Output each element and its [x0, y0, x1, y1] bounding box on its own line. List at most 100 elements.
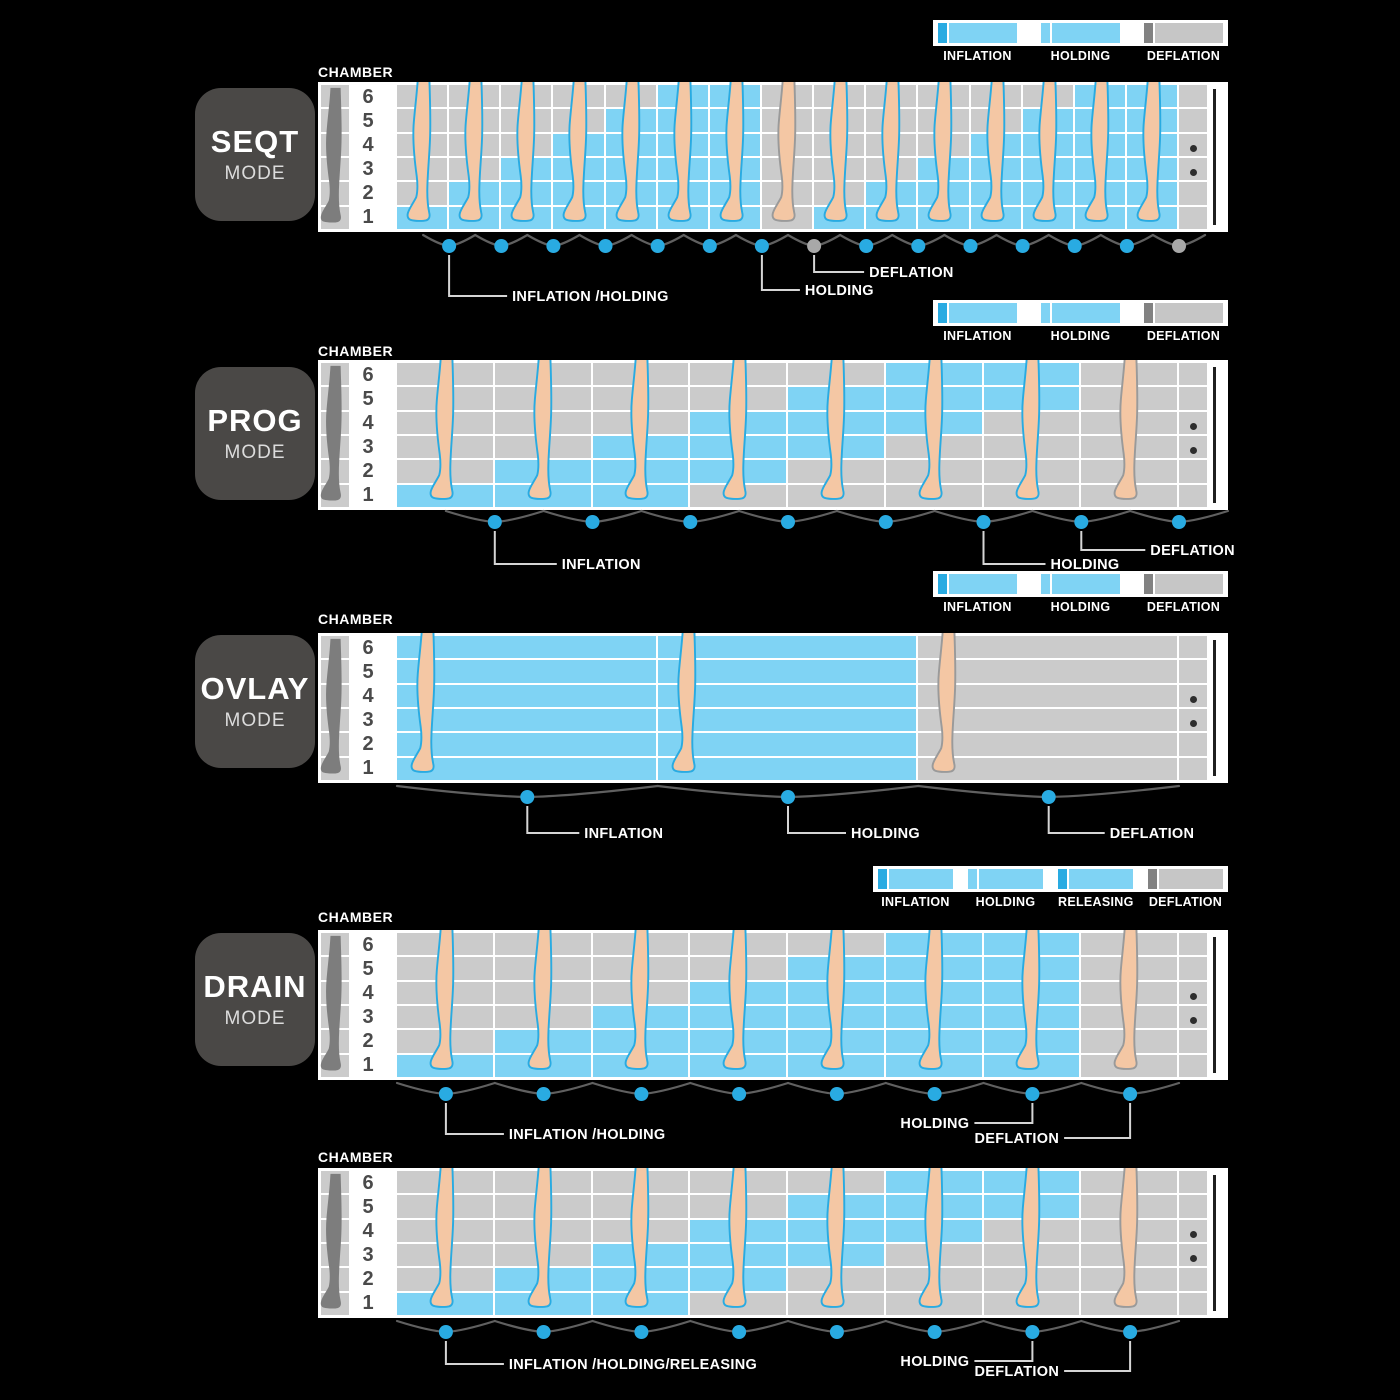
patient-leg-icon [1136, 82, 1162, 222]
legend-swatch-group [878, 869, 953, 889]
legend-thin-swatch [938, 303, 947, 323]
timeline-dot [859, 239, 874, 253]
patient-leg-icon [875, 82, 901, 222]
timeline-dot [911, 239, 926, 253]
legend-label: HOLDING [975, 895, 1036, 909]
chamber-number: 5 [362, 660, 374, 683]
continuation-cell [1179, 206, 1207, 229]
legend-label: INFLATION [943, 329, 1012, 343]
timeline-dot [702, 239, 717, 253]
legend-thin-swatch [1041, 23, 1050, 43]
continuation-cell [1179, 387, 1207, 410]
chamber-number: 4 [362, 133, 374, 156]
legend-thin-swatch [1041, 574, 1050, 594]
legend-wide-swatch [1155, 574, 1223, 594]
chamber-cell-empty [918, 733, 1178, 756]
patient-leg-icon [722, 930, 748, 1070]
timeline-dot [781, 515, 795, 529]
continuation-cell [1179, 981, 1207, 1004]
patient-leg-icon [1113, 1168, 1139, 1308]
chamber-number: 4 [362, 411, 374, 434]
continuation-cell [1179, 1054, 1207, 1077]
time-step-column [983, 930, 1080, 1077]
ellipsis-dot-icon [1190, 423, 1197, 431]
chamber-number: 6 [362, 85, 374, 108]
continuation-column [1179, 363, 1207, 507]
time-step-column [866, 82, 917, 229]
timeline-phase-label: INFLATION /HOLDING [512, 289, 669, 305]
timeline-dot [494, 239, 509, 253]
legend-swatch-group [1041, 23, 1120, 43]
patient-leg-icon [918, 930, 943, 1070]
timeline-2-0: INFLATION HOLDING DEFLATION [395, 784, 1194, 842]
timeline-phase-label: DEFLATION [1150, 543, 1235, 559]
phase-legend-standard: INFLATION HOLDING DEFLATION [933, 571, 1228, 614]
patient-leg-icon [563, 82, 588, 222]
right-pad [1216, 636, 1225, 780]
legend-wide-swatch [1069, 869, 1133, 889]
chamber-number: 5 [362, 1195, 374, 1218]
timeline-dot [1015, 239, 1030, 253]
legend-swatch-group [938, 574, 1017, 594]
time-step-column [690, 360, 786, 507]
timeline-label-connector [982, 531, 1046, 565]
patient-leg-icon [918, 1168, 943, 1308]
sequence-end-line [1213, 640, 1216, 776]
ellipsis-dot-icon [1190, 446, 1197, 454]
time-step-column [592, 360, 689, 507]
chamber-cell-empty [918, 708, 1178, 732]
patient-leg-icon [823, 82, 849, 222]
timeline-dot [536, 1087, 551, 1101]
chamber-cell-empty [918, 636, 1178, 659]
timeline-dot [732, 1325, 747, 1339]
timeline-phase-label: INFLATION [584, 826, 663, 842]
legend-thin-swatch [1144, 574, 1153, 594]
phase-legend-standard: INFLATION HOLDING DEFLATION [933, 300, 1228, 343]
leg-silhouette-icon [320, 638, 342, 774]
leg-silhouette-icon [320, 935, 342, 1071]
legend-wide-swatch [979, 869, 1043, 889]
continuation-column [1179, 636, 1207, 780]
chamber-cell-inflated [397, 660, 656, 683]
sequence-end-line [1213, 937, 1216, 1073]
time-step-column [788, 1168, 884, 1315]
patient-leg-icon [918, 360, 943, 500]
timeline-dot [927, 1087, 942, 1101]
step-cells [397, 1171, 493, 1315]
timeline-dot [520, 790, 535, 804]
chamber-cell-inflated [397, 684, 656, 707]
chamber-number: 2 [362, 1267, 374, 1290]
patient-leg-icon [667, 82, 693, 222]
chamber-number: 2 [362, 1029, 374, 1052]
sequence-end-line [1213, 367, 1216, 503]
mode-badge-title: SEQT [210, 124, 300, 159]
sequence-end-line [1213, 89, 1216, 225]
legend-wide-swatch [1155, 23, 1223, 43]
time-step-column [657, 633, 917, 780]
legend-wide-swatch [1052, 23, 1120, 43]
timeline-phase-label: INFLATION [562, 557, 641, 573]
mode-badge-title: DRAIN [203, 969, 307, 1004]
chamber-key [320, 85, 349, 229]
chamber-cell-empty [918, 684, 1178, 707]
legend-label: DEFLATION [1146, 49, 1221, 63]
leg-silhouette-icon [320, 365, 342, 501]
continuation-cell [1179, 933, 1207, 956]
patient-leg-icon [820, 930, 846, 1070]
patient-leg-icon [1084, 82, 1110, 222]
chamber-heading: CHAMBER [318, 64, 394, 80]
legend-thin-swatch [938, 23, 947, 43]
timeline-label-connector [760, 255, 800, 291]
timeline-label-connector [1080, 531, 1146, 551]
continuation-cell [1179, 957, 1207, 980]
continuation-cell [1179, 757, 1207, 780]
time-step-column [1074, 82, 1125, 229]
timeline-phase-label: HOLDING [900, 1354, 969, 1370]
legend-swatch-group [1058, 869, 1133, 889]
